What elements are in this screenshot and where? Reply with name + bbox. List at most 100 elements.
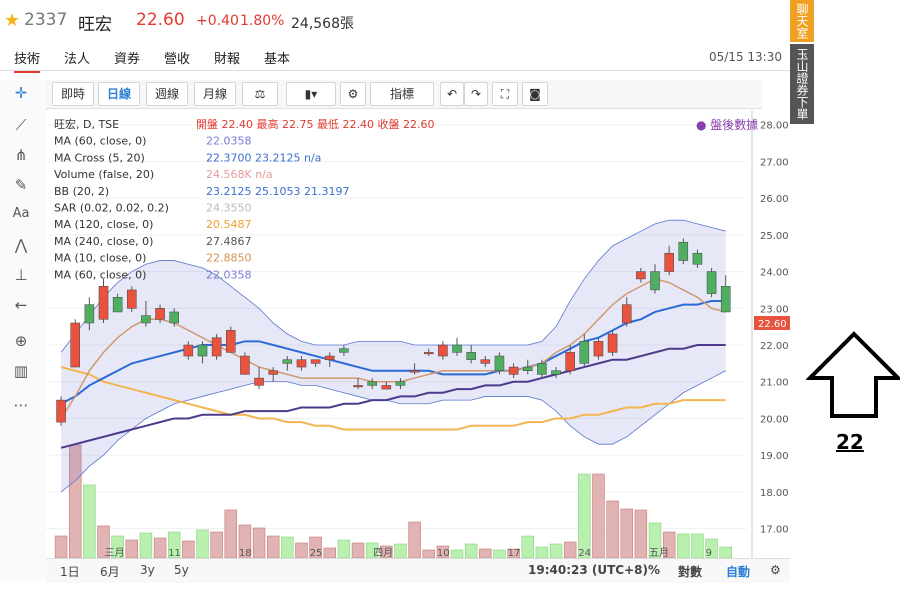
volume-bar: [167, 531, 181, 558]
x-axis: 三月111825四月101724五月917: [105, 547, 712, 558]
y-tick-label: 17.00: [760, 525, 789, 536]
weekly-button[interactable]: 週線: [146, 82, 188, 106]
arrow-left-icon[interactable]: ←: [14, 296, 28, 314]
volume-bar: [662, 531, 676, 558]
more-icon[interactable]: ⋯: [13, 396, 29, 414]
tab-technical[interactable]: 技術: [14, 48, 41, 73]
y-tick-label: 19.00: [760, 451, 789, 462]
y-tick-label: 21.00: [760, 378, 789, 389]
settings-gear-icon[interactable]: ⚙: [770, 563, 781, 577]
y-tick-label: 25.00: [760, 231, 789, 242]
candle-body: [353, 385, 363, 388]
intraday-button[interactable]: 即時: [52, 82, 94, 106]
candle-body: [579, 341, 590, 364]
candle-body: [197, 344, 208, 357]
tab-financials[interactable]: 財報: [214, 52, 241, 67]
crosshair-icon[interactable]: ✛: [14, 84, 28, 102]
chatroom-button[interactable]: 聊天室: [790, 0, 814, 42]
zoom-icon[interactable]: ⊕: [14, 332, 28, 350]
legend-values: 22.3700 23.2125 n/a: [206, 151, 321, 164]
measure-icon[interactable]: ⊥: [14, 266, 28, 284]
trade-volume: 24,568張: [291, 16, 354, 32]
volume-bar: [677, 533, 690, 558]
trendline-icon[interactable]: ⟋: [15, 116, 27, 134]
legend-values: 23.2125 25.1053 21.3197: [206, 185, 349, 198]
legend-values: 22.8850: [206, 252, 252, 265]
legend-values: 22.0358: [206, 135, 252, 148]
volume-bar: [210, 531, 223, 558]
candle-body: [240, 355, 250, 375]
tab-margin[interactable]: 資券: [114, 52, 141, 67]
settings-gear-icon[interactable]: ⚙: [340, 82, 366, 106]
candle-body: [127, 289, 137, 309]
compare-icon[interactable]: ⚖: [242, 82, 278, 106]
grid: [46, 124, 746, 530]
volume-bar: [111, 535, 124, 558]
indicators-button[interactable]: 指標: [370, 82, 434, 106]
range-6m[interactable]: 6月: [100, 565, 120, 579]
x-tick-label: 10: [437, 548, 450, 558]
ma-20-line: [60, 299, 726, 405]
candle-body: [607, 333, 618, 353]
volume-bar: [705, 538, 718, 558]
volume-bar: [139, 532, 153, 558]
volume-bar: [394, 543, 407, 558]
log-toggle[interactable]: 對數: [678, 565, 703, 579]
fork-icon[interactable]: ⋔: [14, 146, 28, 164]
tab-revenue[interactable]: 營收: [164, 52, 191, 67]
camera-icon[interactable]: ◙: [522, 82, 548, 106]
volume-bar: [323, 547, 336, 558]
volume-bar: [182, 540, 195, 558]
pattern-icon[interactable]: ⋀: [14, 236, 28, 254]
text-tool-icon[interactable]: Aa: [12, 206, 30, 221]
candle-body: [98, 286, 109, 320]
candle-body: [268, 370, 278, 375]
undo-icon[interactable]: ↶: [440, 82, 464, 106]
auto-toggle[interactable]: 自動: [726, 565, 751, 579]
candle-body: [508, 366, 519, 375]
candle-type-icon[interactable]: ▮▾: [286, 82, 336, 106]
price-chart[interactable]: 17.00 18.00 19.00 20.00 21.00 22.00 23.00 24.00…: [46, 110, 790, 558]
favorite-star-icon[interactable]: ★: [4, 10, 21, 31]
range-3y[interactable]: 3y: [140, 563, 155, 577]
fullscreen-icon[interactable]: ⛶: [492, 82, 518, 106]
volume-bar: [648, 522, 662, 558]
daily-button[interactable]: 日線: [98, 82, 140, 106]
bottom-bar: 1日 6月 3y 5y 19:40:23 (UTC+8) % 對數 自動 ⚙: [46, 558, 790, 583]
monthly-button[interactable]: 月線: [194, 82, 236, 106]
volume-bar: [521, 535, 534, 558]
legend-name: BB (20, 2): [54, 185, 109, 198]
range-5y[interactable]: 5y: [174, 563, 189, 577]
x-tick-label: 24: [578, 548, 591, 558]
candle-body: [211, 337, 222, 357]
bb-fill: [61, 220, 726, 492]
after-hours-label[interactable]: ● 盤後數據: [696, 118, 758, 132]
range-1d[interactable]: 1日: [60, 565, 80, 579]
bollinger-band: [60, 219, 726, 493]
ma-240-line: [60, 344, 726, 449]
volume-bar: [479, 548, 492, 558]
chart-background: [46, 110, 790, 558]
volume-bar: [606, 500, 619, 558]
order-button[interactable]: 玉山證券下單: [790, 44, 814, 124]
volume-bar: [578, 473, 591, 558]
candle-body: [56, 399, 66, 423]
tab-basic[interactable]: 基本: [264, 52, 291, 67]
y-tick-label: 28.00: [760, 121, 789, 132]
redo-icon[interactable]: ↷: [464, 82, 488, 106]
tab-institutional[interactable]: 法人: [64, 52, 91, 67]
volume-bar: [153, 537, 167, 558]
brush-icon[interactable]: ✎: [14, 176, 28, 194]
candle-body: [183, 344, 194, 357]
percent-toggle[interactable]: %: [648, 563, 661, 577]
candle-body: [296, 359, 307, 368]
volume-bar: [620, 508, 633, 558]
volume-bar: [563, 541, 577, 558]
x-tick-label: 四月: [373, 547, 393, 558]
y-tick-label: 20.00: [760, 414, 789, 425]
candle-body: [650, 271, 660, 291]
ruler-icon[interactable]: ▥: [13, 362, 29, 380]
candle-body: [367, 381, 377, 386]
legend-name: MA (60, close, 0): [54, 135, 146, 148]
clock: 19:40:23 (UTC+8): [528, 563, 648, 577]
